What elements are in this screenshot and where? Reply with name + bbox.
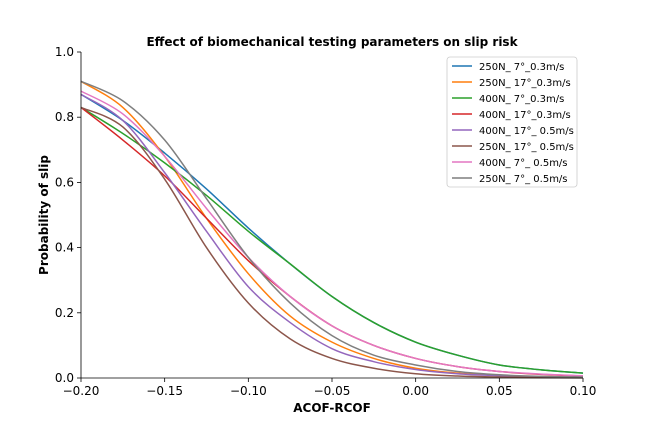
y-axis-ticks: 0.0 0.2 0.4 0.6 0.8 1.0 — [55, 45, 81, 385]
series-line-8 — [80, 80, 584, 378]
series-line-6 — [80, 106, 584, 379]
y-tick-label: 0.2 — [55, 306, 74, 320]
x-tick-label: −0.15 — [146, 384, 183, 398]
x-tick-label: −0.10 — [230, 384, 267, 398]
legend-label: 250N_ 17°_0.3m/s — [479, 78, 571, 89]
x-axis-label: ACOF-RCOF — [293, 401, 371, 415]
legend-entries: 250N_ 7°_0.3m/s 250N_ 17°_0.3m/s 400N_ 7°_… — [452, 62, 574, 185]
y-axis-label: Probability of slip — [37, 155, 51, 275]
legend-label: 400N_ 7°_0.3m/s — [479, 94, 564, 105]
legend-label: 250N_ 7°_ 0.5m/s — [479, 174, 568, 185]
series-line-3 — [80, 106, 584, 374]
legend-label: 250N_ 17°_ 0.5m/s — [479, 142, 574, 153]
y-tick-label: 0.6 — [55, 175, 74, 189]
x-tick-label: 0.00 — [402, 384, 429, 398]
series-line-7 — [80, 90, 584, 377]
y-tick-label: 0.8 — [55, 110, 74, 124]
legend-label: 400N_ 17°_ 0.5m/s — [479, 126, 574, 137]
x-tick-label: −0.05 — [314, 384, 351, 398]
x-tick-label: −0.20 — [63, 384, 100, 398]
y-tick-label: 0.4 — [55, 241, 74, 255]
series-line-5 — [80, 93, 584, 379]
legend: 250N_ 7°_0.3m/s 250N_ 17°_0.3m/s 400N_ 7°_… — [446, 56, 578, 188]
y-tick-label: 1.0 — [55, 45, 74, 59]
legend-label: 400N_ 17°_0.3m/s — [479, 110, 571, 121]
chart-title: Effect of biomechanical testing paramete… — [146, 35, 518, 49]
x-tick-label: 0.10 — [570, 384, 597, 398]
y-tick-label: 0.0 — [55, 371, 74, 385]
x-axis-ticks: −0.20 −0.15 −0.10 −0.05 0.00 0.05 0.10 — [63, 378, 597, 398]
legend-frame — [446, 56, 578, 188]
legend-label: 400N_ 7°_ 0.5m/s — [479, 158, 568, 169]
series-lines — [80, 80, 584, 379]
x-tick-label: 0.05 — [486, 384, 513, 398]
legend-label: 250N_ 7°_0.3m/s — [479, 62, 564, 73]
